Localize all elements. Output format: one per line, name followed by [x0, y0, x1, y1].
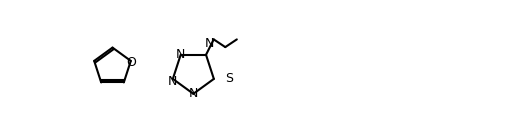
Text: N: N	[168, 75, 177, 88]
Text: N: N	[176, 48, 185, 61]
Text: S: S	[225, 72, 233, 85]
Text: N: N	[189, 87, 198, 100]
Text: N: N	[205, 37, 215, 50]
Text: O: O	[126, 56, 136, 69]
